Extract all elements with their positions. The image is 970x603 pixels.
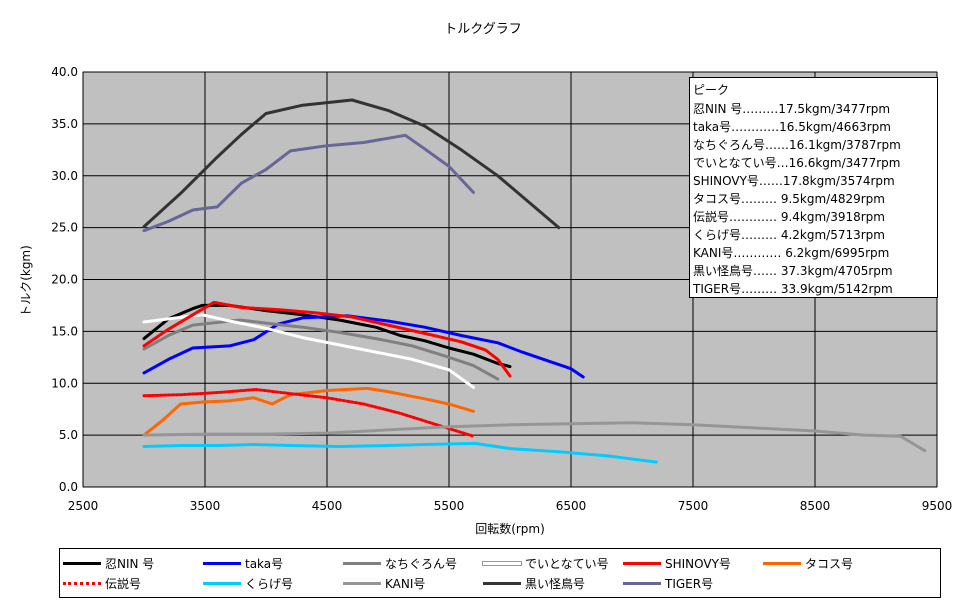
y-tick-label: 40.0 xyxy=(51,65,78,79)
y-tick-label: 15.0 xyxy=(51,324,78,338)
legend-swatch xyxy=(343,581,381,585)
x-tick-label: 8500 xyxy=(800,499,831,513)
legend-item: でいとなてい号 xyxy=(483,553,609,573)
y-tick-label: 10.0 xyxy=(51,376,78,390)
x-tick-label: 7500 xyxy=(678,499,709,513)
x-tick-labels: 2500 3500 4500 5500 6500 7500 8500 9500 xyxy=(68,499,953,513)
legend-item: taka号 xyxy=(203,553,283,573)
y-tick-label: 5.0 xyxy=(59,428,78,442)
peak-row: 忍NIN 号………17.5kgm/3477rpm xyxy=(693,102,891,116)
y-tick-label: 25.0 xyxy=(51,221,78,235)
peak-values-box: ピーク 忍NIN 号………17.5kgm/3477rpm taka号…………16.… xyxy=(689,77,938,298)
peak-row: 黒い怪鳥号…… 37.3kgm/4705rpm xyxy=(693,264,893,278)
legend-item: くらげ号 xyxy=(203,573,293,593)
legend-label: でいとなてい号 xyxy=(525,556,609,571)
x-tick-label: 9500 xyxy=(922,499,953,513)
legend: 忍NIN 号 taka号 なちぐろん号 でいとなてい号 SHINOVY号 タコス号伝説号 く… xyxy=(59,548,941,598)
legend-label: くらげ号 xyxy=(245,576,294,591)
x-axis-label: 回転数(rpm) xyxy=(475,521,545,536)
legend-label: SHINOVY号 xyxy=(665,556,731,571)
series-line-3 xyxy=(142,318,500,381)
legend-swatch xyxy=(343,561,381,565)
y-tick-label: 20.0 xyxy=(51,273,78,287)
legend-swatch xyxy=(763,561,801,565)
legend-label: taka号 xyxy=(245,556,284,571)
y-tick-label: 0.0 xyxy=(59,480,78,494)
legend-label: 伝説号 xyxy=(105,576,142,591)
legend-swatch xyxy=(63,561,101,565)
series-line-11 xyxy=(142,133,475,233)
legend-item: KANI号 xyxy=(343,573,425,593)
x-tick-label: 2500 xyxy=(68,499,99,513)
peak-row: taka号…………16.5kgm/4663rpm xyxy=(693,120,891,134)
legend-label: KANI号 xyxy=(385,576,426,591)
x-tick-label: 4500 xyxy=(312,499,343,513)
legend-swatch xyxy=(63,581,101,585)
series-line-7 xyxy=(142,388,475,438)
legend-item: 忍NIN 号 xyxy=(63,553,154,573)
legend-label: タコス号 xyxy=(805,556,854,571)
legend-swatch xyxy=(203,561,241,565)
series-line-10 xyxy=(142,98,561,230)
peak-row: KANI号………… 6.2kgm/6995rpm xyxy=(693,246,890,260)
legend-label: TIGER号 xyxy=(665,576,714,591)
peak-row: なちぐろん号……16.1kgm/3787rpm xyxy=(693,138,901,152)
series-line-9 xyxy=(142,421,927,453)
series-lines xyxy=(142,98,927,464)
peak-row: 伝説号………… 9.4kgm/3918rpm xyxy=(693,210,885,224)
series-line-2 xyxy=(142,314,585,379)
legend-label: なちぐろん号 xyxy=(385,556,458,571)
series-line-5 xyxy=(142,300,512,378)
legend-label: 黒い怪鳥号 xyxy=(525,576,586,591)
legend-swatch xyxy=(623,561,661,565)
legend-item: 黒い怪鳥号 xyxy=(483,573,585,593)
legend-item: 伝説号 xyxy=(63,573,141,593)
legend-item: タコス号 xyxy=(763,553,853,573)
legend-item: なちぐろん号 xyxy=(343,553,457,573)
peak-row: TIGER号……… 33.9kgm/5142rpm xyxy=(693,282,893,296)
peak-row: タコス号……… 9.5kgm/4829rpm xyxy=(693,192,885,206)
legend-item: SHINOVY号 xyxy=(623,553,731,573)
x-tick-label: 3500 xyxy=(190,499,221,513)
peak-box-title: ピーク xyxy=(693,83,730,97)
peak-row: くらげ号……… 4.2kgm/5713rpm xyxy=(693,228,885,242)
y-axis-label: トルク(kgm) xyxy=(19,245,33,317)
y-tick-label: 30.0 xyxy=(51,169,78,183)
x-tick-label: 6500 xyxy=(556,499,587,513)
legend-swatch xyxy=(483,561,521,565)
y-tick-label: 35.0 xyxy=(51,117,78,131)
legend-label: 忍NIN 号 xyxy=(105,556,155,571)
legend-swatch xyxy=(483,581,521,585)
legend-swatch xyxy=(623,581,661,585)
peak-row: でいとなてい号…16.6kgm/3477rpm xyxy=(693,156,901,170)
series-line-6 xyxy=(142,386,475,437)
chart-title: トルクグラフ xyxy=(444,22,521,37)
legend-swatch xyxy=(203,581,241,585)
series-line-8 xyxy=(142,441,658,464)
x-tick-label: 5500 xyxy=(434,499,465,513)
series-line-1 xyxy=(142,303,512,369)
legend-item: TIGER号 xyxy=(623,573,713,593)
y-tick-labels: 0.0 5.0 10.0 15.0 20.0 25.0 30.0 35.0 40.0 xyxy=(51,65,78,494)
peak-row: SHINOVY号……17.8kgm/3574rpm xyxy=(693,174,895,188)
